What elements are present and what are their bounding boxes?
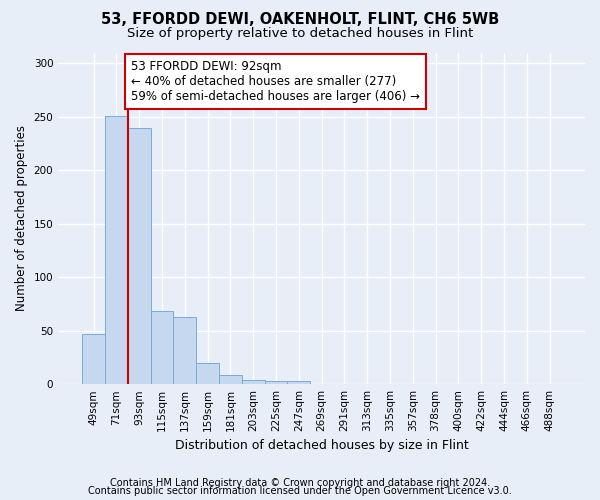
Bar	[265, 381, 287, 384]
Bar	[173, 317, 196, 384]
Bar	[287, 381, 310, 384]
Bar	[219, 374, 242, 384]
Bar	[128, 128, 151, 384]
Y-axis label: Number of detached properties: Number of detached properties	[15, 126, 28, 312]
Bar	[151, 312, 173, 384]
Text: 53, FFORDD DEWI, OAKENHOLT, FLINT, CH6 5WB: 53, FFORDD DEWI, OAKENHOLT, FLINT, CH6 5…	[101, 12, 499, 28]
Text: 53 FFORDD DEWI: 92sqm
← 40% of detached houses are smaller (277)
59% of semi-det: 53 FFORDD DEWI: 92sqm ← 40% of detached …	[131, 60, 420, 103]
Text: Contains HM Land Registry data © Crown copyright and database right 2024.: Contains HM Land Registry data © Crown c…	[110, 478, 490, 488]
X-axis label: Distribution of detached houses by size in Flint: Distribution of detached houses by size …	[175, 440, 469, 452]
Bar	[196, 363, 219, 384]
Text: Contains public sector information licensed under the Open Government Licence v3: Contains public sector information licen…	[88, 486, 512, 496]
Bar	[82, 334, 105, 384]
Bar	[242, 380, 265, 384]
Bar	[105, 116, 128, 384]
Text: Size of property relative to detached houses in Flint: Size of property relative to detached ho…	[127, 28, 473, 40]
